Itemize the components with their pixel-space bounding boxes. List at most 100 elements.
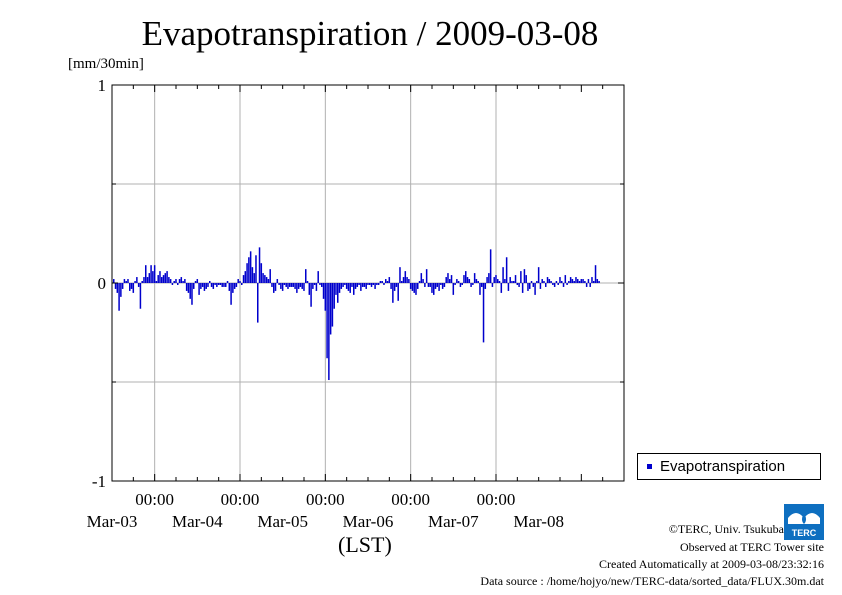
data-bar bbox=[189, 283, 191, 299]
data-bar bbox=[433, 283, 435, 295]
data-bar bbox=[166, 271, 168, 283]
data-bar bbox=[219, 283, 222, 285]
data-bar bbox=[164, 273, 167, 283]
data-bar bbox=[232, 283, 234, 293]
data-bar bbox=[299, 283, 302, 287]
x-axis-label: (LST) bbox=[338, 532, 392, 557]
data-bar bbox=[532, 283, 535, 287]
data-bar bbox=[315, 283, 318, 291]
data-bar bbox=[511, 281, 513, 283]
data-bar bbox=[584, 281, 586, 283]
data-bar bbox=[422, 279, 424, 283]
data-bar bbox=[537, 267, 540, 283]
data-bar bbox=[568, 281, 570, 283]
data-bar bbox=[242, 275, 245, 283]
data-bar bbox=[335, 283, 337, 295]
data-bar bbox=[449, 279, 451, 283]
data-bar bbox=[550, 281, 552, 283]
data-bar bbox=[369, 283, 371, 285]
data-bar bbox=[513, 281, 515, 283]
y-tick-label: -1 bbox=[92, 472, 106, 491]
data-bar bbox=[450, 275, 453, 283]
axis-tick-labels: -1 0 1 00:00 00:00 00:00 00:00 00:00 Mar-03 Mar-0… bbox=[87, 76, 564, 531]
data-bar bbox=[342, 283, 344, 287]
data-bar bbox=[354, 283, 357, 289]
data-bar bbox=[454, 283, 456, 285]
data-bar bbox=[153, 265, 156, 283]
y-axis-unit-label: [mm/30min] bbox=[68, 56, 144, 72]
data-bar bbox=[185, 283, 188, 291]
credit-created: Created Automatically at 2009-03-08/23:3… bbox=[599, 557, 824, 571]
data-bar bbox=[322, 283, 325, 299]
data-bar bbox=[386, 281, 389, 283]
data-bar bbox=[294, 283, 296, 289]
data-bar bbox=[482, 283, 485, 343]
data-bar bbox=[207, 283, 209, 287]
data-bar bbox=[397, 283, 399, 301]
data-bar bbox=[552, 283, 554, 285]
data-bar bbox=[328, 283, 330, 381]
y-tick-label: 1 bbox=[98, 76, 107, 95]
data-bar bbox=[317, 271, 319, 283]
data-bar bbox=[184, 279, 186, 283]
data-bar bbox=[226, 281, 229, 283]
data-bar bbox=[504, 279, 506, 283]
data-bar bbox=[413, 283, 415, 293]
data-bar bbox=[338, 283, 341, 293]
data-bar bbox=[113, 279, 115, 283]
data-bar bbox=[580, 279, 583, 283]
data-bar bbox=[411, 283, 414, 291]
data-bar bbox=[562, 283, 565, 287]
x-tick-date-label: Mar-05 bbox=[257, 512, 308, 531]
data-bar bbox=[310, 283, 312, 307]
data-bar bbox=[557, 283, 559, 285]
data-bar bbox=[507, 283, 510, 291]
data-bar bbox=[349, 283, 351, 293]
data-bar bbox=[345, 283, 348, 289]
data-bar bbox=[123, 279, 126, 283]
data-bar bbox=[447, 273, 449, 283]
data-bar bbox=[150, 265, 152, 283]
data-bar bbox=[571, 279, 574, 283]
data-bar bbox=[555, 281, 558, 283]
data-bar bbox=[370, 283, 373, 287]
x-tick-date-label: Mar-07 bbox=[428, 512, 479, 531]
data-bar bbox=[585, 283, 588, 287]
data-bar bbox=[353, 283, 355, 295]
data-bar bbox=[479, 283, 481, 295]
data-bar bbox=[141, 281, 143, 283]
credit-copyright: ©TERC, Univ. Tsukuba bbox=[668, 522, 784, 536]
data-bar bbox=[329, 283, 332, 335]
data-bar bbox=[497, 279, 499, 283]
data-bar bbox=[415, 283, 417, 295]
data-bar bbox=[491, 283, 494, 287]
data-bar bbox=[406, 277, 408, 283]
data-bar bbox=[157, 275, 159, 283]
data-bar bbox=[502, 267, 504, 283]
data-bar bbox=[251, 267, 254, 283]
data-bar bbox=[201, 283, 204, 287]
data-bar bbox=[589, 283, 591, 287]
data-bar bbox=[129, 283, 131, 291]
data-bar bbox=[285, 283, 287, 287]
data-bar bbox=[193, 283, 195, 289]
data-bar bbox=[196, 279, 199, 283]
data-bar bbox=[171, 283, 174, 285]
data-bar bbox=[248, 257, 250, 283]
data-bar bbox=[441, 283, 444, 289]
data-bar bbox=[404, 271, 407, 283]
data-bar bbox=[495, 275, 497, 283]
data-bar bbox=[265, 277, 268, 283]
data-bar bbox=[212, 283, 215, 289]
data-bar bbox=[367, 283, 369, 285]
data-bar bbox=[182, 281, 184, 283]
data-bar bbox=[301, 283, 303, 289]
data-bar bbox=[475, 279, 478, 283]
data-bar bbox=[137, 283, 140, 287]
data-bar bbox=[376, 283, 378, 285]
data-bar bbox=[438, 283, 440, 291]
data-bar bbox=[566, 283, 568, 285]
data-bar bbox=[114, 283, 117, 289]
data-bar bbox=[564, 275, 567, 283]
